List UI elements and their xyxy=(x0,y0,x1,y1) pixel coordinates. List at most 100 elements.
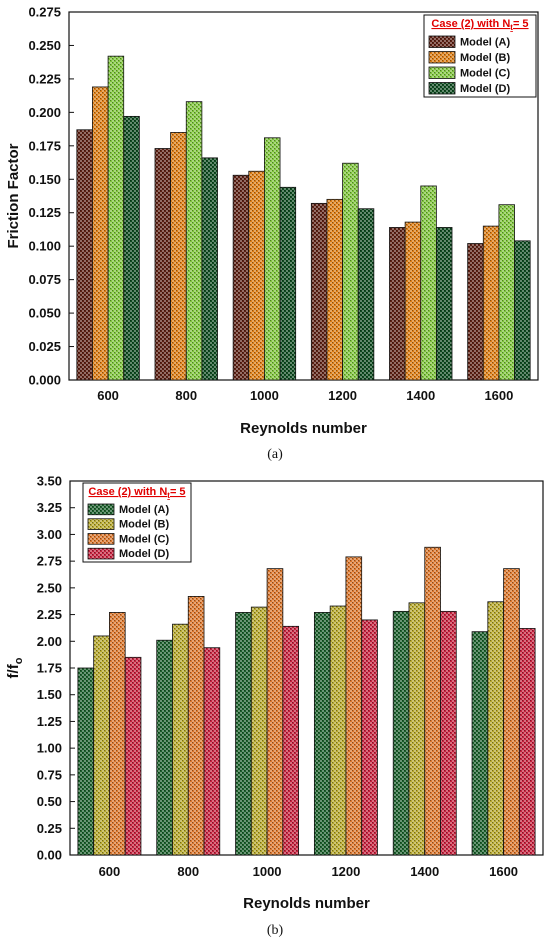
bar-modelb-1600 xyxy=(487,601,504,856)
bar-modelb-1000 xyxy=(248,170,265,381)
bar-modelb-1000 xyxy=(250,606,268,856)
y-tick-label: 0.150 xyxy=(28,172,61,187)
legend-entry: Model (D) xyxy=(460,83,510,95)
y-tick-label: 0.125 xyxy=(28,205,61,220)
x-tick-label: 600 xyxy=(97,388,119,403)
y-tick-label: 0.225 xyxy=(28,71,61,86)
legend-title: Case (2) with Nt= 5 xyxy=(88,486,185,500)
bar-modelb-1400 xyxy=(408,602,426,856)
y-tick-label: 0.075 xyxy=(28,272,61,287)
bar-modelb-1200 xyxy=(329,605,347,856)
legend-entry: Model (C) xyxy=(119,533,169,545)
y-tick-label: 0.50 xyxy=(37,794,62,809)
y-axis-title: Friction Factor xyxy=(5,143,22,248)
bar-modeld-800 xyxy=(201,157,218,381)
x-tick-label: 1000 xyxy=(253,864,282,879)
chart-a: 0.000 0.025 0.050 0.075 0.100 0.125 0.150 0.175… xyxy=(5,5,539,462)
bar-modelb-1200 xyxy=(326,198,343,381)
legend-swatch xyxy=(87,518,115,530)
bar-modela-1200 xyxy=(310,202,328,381)
legend-entry: Model (A) xyxy=(119,504,169,516)
legend-swatch xyxy=(87,503,115,516)
x-tick-label: 800 xyxy=(177,864,199,879)
x-tick-label: 1600 xyxy=(489,864,518,879)
bar-modeld-1600 xyxy=(514,240,531,381)
y-tick-label: 2.50 xyxy=(37,580,62,595)
legend-swatch xyxy=(87,547,115,560)
bar-modelb-600 xyxy=(93,635,110,856)
bar-modeld-1400 xyxy=(435,227,453,381)
x-tick-label: 1400 xyxy=(406,388,435,403)
y-tick-label: 1.50 xyxy=(37,687,62,702)
y-axis-title: f/fo xyxy=(5,657,25,678)
y-tick-label: 0.75 xyxy=(37,767,62,782)
legend-entry: Model (A) xyxy=(460,37,510,49)
legend-swatch xyxy=(428,51,456,64)
bar-modelc-1600 xyxy=(503,568,520,856)
x-axis-title: Reynolds number xyxy=(243,895,370,912)
legend: Case (2) with Nt= 5 Model (A) Model (B) Mod… xyxy=(423,14,537,98)
bar-modelc-800 xyxy=(187,596,205,856)
bar-modelb-600 xyxy=(92,86,109,381)
panel-caption: (b) xyxy=(267,923,284,938)
x-tick-label: 1000 xyxy=(250,388,279,403)
y-tick-label: 0.175 xyxy=(28,138,61,153)
bar-modeld-1000 xyxy=(282,625,300,856)
bar-modelc-1000 xyxy=(264,137,281,381)
legend-swatch xyxy=(428,66,456,79)
y-tick-label: 0.275 xyxy=(28,5,61,20)
y-tick-label: 1.75 xyxy=(37,661,62,676)
bar-modela-600 xyxy=(77,667,95,856)
bar-modela-800 xyxy=(154,148,172,381)
y-tick-label: 2.25 xyxy=(37,607,62,622)
y-tick-label: 0.00 xyxy=(37,848,62,863)
legend-title: Case (2) with Nt= 5 xyxy=(431,18,528,32)
bar-modeld-1400 xyxy=(440,610,457,856)
legend-entry: Model (B) xyxy=(460,52,510,64)
y-tick-label: 0.050 xyxy=(28,306,61,321)
bar-modelc-1600 xyxy=(498,204,515,381)
y-tick-label: 2.00 xyxy=(37,634,62,649)
bar-modeld-600 xyxy=(123,115,140,381)
legend-entry: Model (B) xyxy=(119,519,169,531)
x-tick-label: 1600 xyxy=(484,388,513,403)
bar-modeld-1200 xyxy=(361,619,378,856)
bar-modela-1600 xyxy=(467,243,484,381)
x-tick-label: 1200 xyxy=(331,864,360,879)
bar-modela-600 xyxy=(76,129,93,381)
bar-modelb-800 xyxy=(172,623,189,856)
y-tick-label: 0.200 xyxy=(28,105,61,120)
x-axis-title: Reynolds number xyxy=(240,420,367,437)
legend-entry: Model (D) xyxy=(119,548,169,560)
bar-modeld-600 xyxy=(124,656,142,856)
bar-modeld-1200 xyxy=(357,208,375,381)
legend-swatch xyxy=(428,35,456,48)
legend: Case (2) with Nt= 5 Model (A) Model (B) Mod… xyxy=(82,482,192,563)
y-tick-label: 3.50 xyxy=(37,474,62,489)
bar-modela-1000 xyxy=(235,612,252,856)
y-tick-label: 3.25 xyxy=(37,500,62,515)
bar-modelc-800 xyxy=(185,101,203,381)
x-tick-label: 600 xyxy=(99,864,121,879)
legend-entry: Model (C) xyxy=(460,68,510,80)
bar-modeld-1000 xyxy=(279,186,297,381)
bar-modelb-800 xyxy=(170,132,187,381)
bar-modelc-1400 xyxy=(424,546,441,856)
y-tick-label: 0.000 xyxy=(28,373,61,388)
bar-modeld-800 xyxy=(203,647,221,856)
y-tick-label: 1.25 xyxy=(37,714,62,729)
y-tick-label: 0.025 xyxy=(28,339,61,354)
y-tick-label: 0.25 xyxy=(37,821,62,836)
y-tick-label: 2.75 xyxy=(37,554,62,569)
bar-modelc-1200 xyxy=(345,556,363,856)
bar-modelc-1200 xyxy=(342,162,359,381)
bar-modelc-1400 xyxy=(420,185,437,381)
legend-swatch xyxy=(87,533,115,545)
y-tick-label: 3.00 xyxy=(37,527,62,542)
bar-modeld-1600 xyxy=(518,628,536,856)
bar-modela-1400 xyxy=(389,227,406,381)
bar-modela-1000 xyxy=(232,174,250,381)
bar-modelc-600 xyxy=(107,55,125,381)
